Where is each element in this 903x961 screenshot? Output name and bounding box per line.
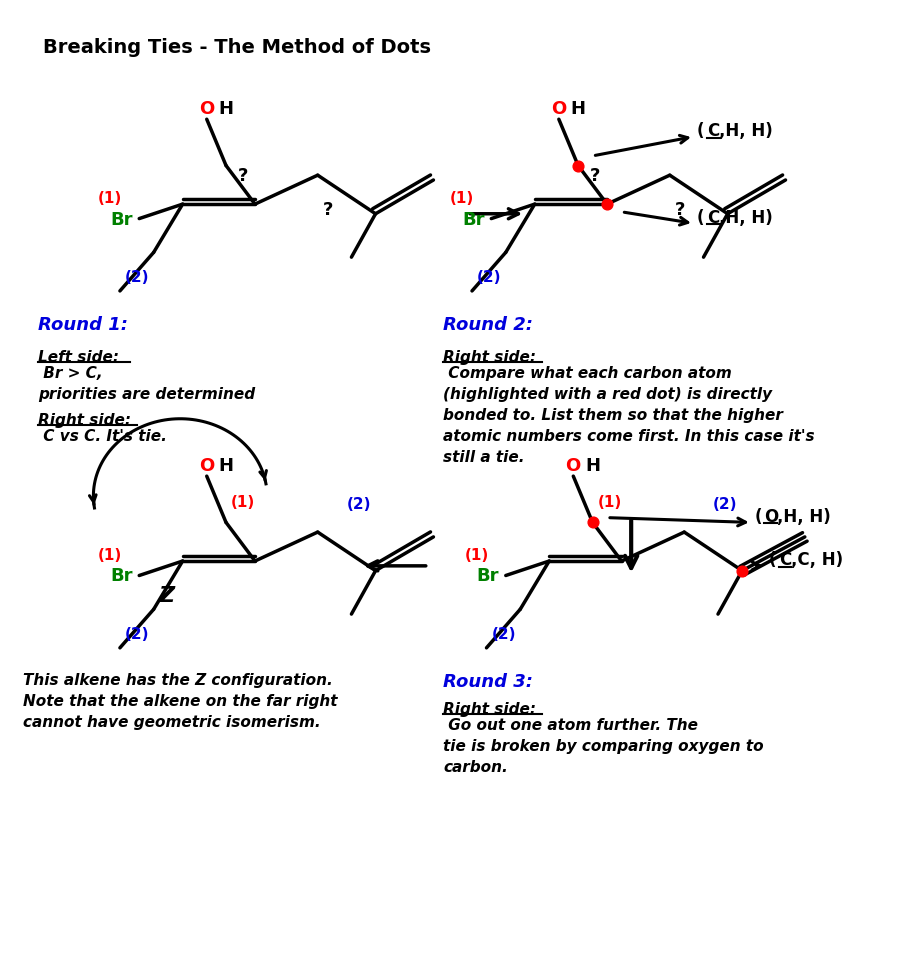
Text: Br > C,
priorities are determined: Br > C, priorities are determined xyxy=(38,366,255,402)
Text: H: H xyxy=(584,456,600,474)
Text: Br: Br xyxy=(110,567,133,585)
Text: (: ( xyxy=(696,209,703,227)
Text: O: O xyxy=(565,456,581,474)
Text: (2): (2) xyxy=(346,496,371,511)
Text: C: C xyxy=(707,209,719,227)
Point xyxy=(600,197,614,212)
Text: O: O xyxy=(763,507,777,525)
Text: Round 1:: Round 1: xyxy=(38,316,128,333)
Text: H: H xyxy=(570,100,585,117)
Text: ,H, H): ,H, H) xyxy=(718,209,772,227)
Text: (1): (1) xyxy=(230,494,255,509)
Text: Right side:: Right side: xyxy=(442,350,535,364)
Text: ?: ? xyxy=(674,201,684,219)
Text: Round 2:: Round 2: xyxy=(442,316,533,333)
Text: Br: Br xyxy=(461,210,484,229)
Text: Breaking Ties - The Method of Dots: Breaking Ties - The Method of Dots xyxy=(42,38,430,57)
Text: (: ( xyxy=(696,122,703,139)
Text: (2): (2) xyxy=(712,496,737,511)
Text: ?: ? xyxy=(589,167,600,185)
Text: (1): (1) xyxy=(450,190,473,206)
Text: ,H, H): ,H, H) xyxy=(776,507,830,525)
Text: (: ( xyxy=(754,507,761,525)
Text: ?: ? xyxy=(322,201,332,219)
Text: Br: Br xyxy=(110,210,133,229)
Point xyxy=(585,515,600,530)
Text: ,C, H): ,C, H) xyxy=(790,551,842,569)
Text: This alkene has the Z configuration.
Note that the alkene on the far right
canno: This alkene has the Z configuration. Not… xyxy=(23,673,338,729)
Text: Go out one atom further. The
tie is broken by comparing oxygen to
carbon.: Go out one atom further. The tie is brok… xyxy=(442,718,763,775)
Text: O: O xyxy=(199,100,214,117)
Text: Round 3:: Round 3: xyxy=(442,673,533,690)
Text: Left side:: Left side: xyxy=(38,350,119,364)
Text: (2): (2) xyxy=(125,627,149,641)
Text: C: C xyxy=(777,551,790,569)
Text: C: C xyxy=(707,122,719,139)
Text: ?: ? xyxy=(237,167,247,185)
Point xyxy=(571,159,585,174)
Text: (: ( xyxy=(768,551,776,569)
Point xyxy=(734,563,749,579)
Text: Right side:: Right side: xyxy=(442,702,535,716)
Text: C vs C. It's tie.: C vs C. It's tie. xyxy=(38,429,167,443)
Text: (1): (1) xyxy=(597,494,621,509)
Text: Compare what each carbon atom
(highlighted with a red dot) is directly
bonded to: Compare what each carbon atom (highlight… xyxy=(442,366,814,465)
Text: (2): (2) xyxy=(490,627,516,641)
Text: (2): (2) xyxy=(476,270,501,284)
Text: Right side:: Right side: xyxy=(38,412,131,427)
Text: Z: Z xyxy=(158,585,174,605)
Text: (1): (1) xyxy=(464,547,488,562)
Text: H: H xyxy=(219,456,233,474)
Text: Br: Br xyxy=(476,567,498,585)
Text: O: O xyxy=(199,456,214,474)
Text: (1): (1) xyxy=(98,547,122,562)
Text: O: O xyxy=(551,100,566,117)
Text: ,H, H): ,H, H) xyxy=(718,122,772,139)
Text: H: H xyxy=(219,100,233,117)
Text: (1): (1) xyxy=(98,190,122,206)
Text: (2): (2) xyxy=(125,270,149,284)
